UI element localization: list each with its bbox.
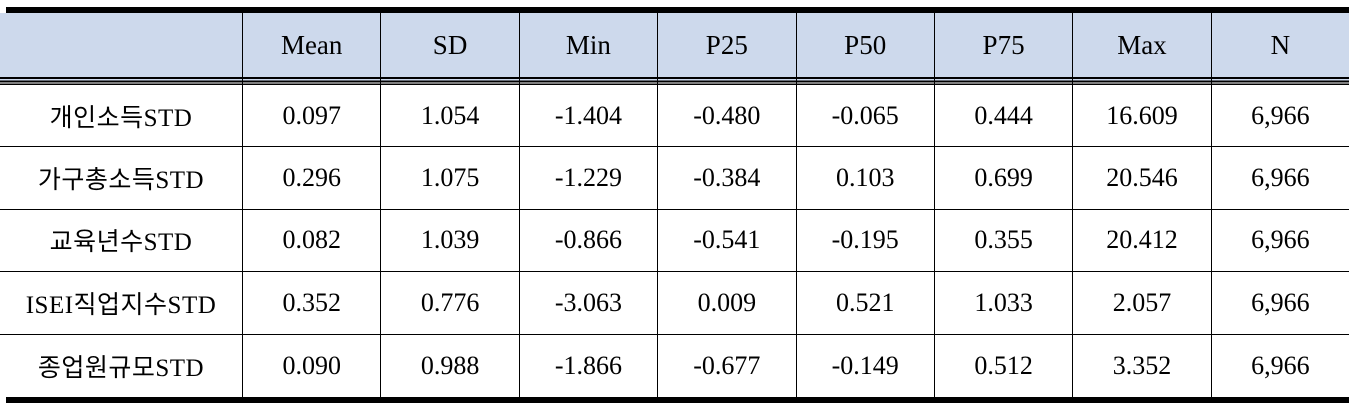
header-cell-sd: SD (380, 13, 519, 77)
data-cell: 2.057 (1072, 272, 1211, 335)
data-cell: -1.404 (518, 85, 658, 148)
data-cell: 1.075 (380, 147, 519, 210)
data-cell: 0.699 (933, 147, 1073, 210)
data-cell: 0.355 (933, 209, 1073, 273)
table-top-rule (6, 7, 1349, 13)
data-cell: 0.296 (242, 147, 381, 210)
data-cell: 20.412 (1072, 209, 1211, 273)
table-bottom-rule (6, 397, 1349, 403)
rule-segment (1072, 77, 1211, 85)
data-cell: 6,966 (1210, 209, 1349, 273)
data-cell: 6,966 (1210, 85, 1349, 148)
data-cell: 0.097 (242, 85, 381, 148)
data-cell: 6,966 (1210, 334, 1349, 397)
header-cell-blank (0, 13, 242, 77)
data-cell: 0.521 (795, 272, 934, 335)
data-cell: -0.677 (657, 334, 796, 397)
data-cell: -1.229 (518, 147, 658, 210)
data-cell: -1.866 (518, 334, 658, 397)
rule-segment (518, 77, 658, 85)
data-cell: 1.033 (933, 272, 1073, 335)
data-cell: 16.609 (1072, 85, 1211, 148)
row-label: 교육년수STD (0, 209, 242, 273)
data-cell: 0.512 (933, 334, 1073, 397)
data-cell: 0.103 (795, 147, 934, 210)
data-cell: -0.149 (795, 334, 934, 397)
data-cell: 6,966 (1210, 147, 1349, 210)
header-cell-p75: P75 (933, 13, 1073, 77)
rule-segment (933, 77, 1073, 85)
data-cell: -0.541 (657, 209, 796, 273)
rule-segment (657, 77, 796, 85)
data-cell: -3.063 (518, 272, 658, 335)
data-cell: 1.054 (380, 85, 519, 148)
data-cell: 0.988 (380, 334, 519, 397)
header-cell-n: N (1210, 13, 1349, 77)
data-cell: 0.444 (933, 85, 1073, 148)
row-label: 종업원규모STD (0, 334, 242, 397)
header-cell-p50: P50 (795, 13, 934, 77)
row-label: 가구총소득STD (0, 147, 242, 210)
data-cell: 3.352 (1072, 334, 1211, 397)
header-cell-mean: Mean (242, 13, 381, 77)
data-cell: 0.776 (380, 272, 519, 335)
data-cell: 1.039 (380, 209, 519, 273)
data-cell: -0.195 (795, 209, 934, 273)
data-cell: -0.384 (657, 147, 796, 210)
rule-segment (242, 77, 381, 85)
rule-segment (1210, 77, 1349, 85)
data-cell: 0.352 (242, 272, 381, 335)
rule-segment (795, 77, 934, 85)
rule-segment (0, 77, 242, 85)
data-cell: -0.480 (657, 85, 796, 148)
rule-segment (380, 77, 519, 85)
data-cell: 0.082 (242, 209, 381, 273)
data-cell: 0.090 (242, 334, 381, 397)
row-label: 개인소득STD (0, 85, 242, 148)
header-cell-min: Min (518, 13, 658, 77)
data-cell: -0.866 (518, 209, 658, 273)
header-cell-max: Max (1072, 13, 1211, 77)
row-label: ISEI직업지수STD (0, 272, 242, 335)
data-cell: 6,966 (1210, 272, 1349, 335)
data-cell: 20.546 (1072, 147, 1211, 210)
header-cell-p25: P25 (657, 13, 796, 77)
data-cell: -0.065 (795, 85, 934, 148)
data-cell: 0.009 (657, 272, 796, 335)
descriptive-statistics-table: Mean SD Min P25 P50 P75 Max N 개인소득STD 0.… (0, 13, 1349, 397)
